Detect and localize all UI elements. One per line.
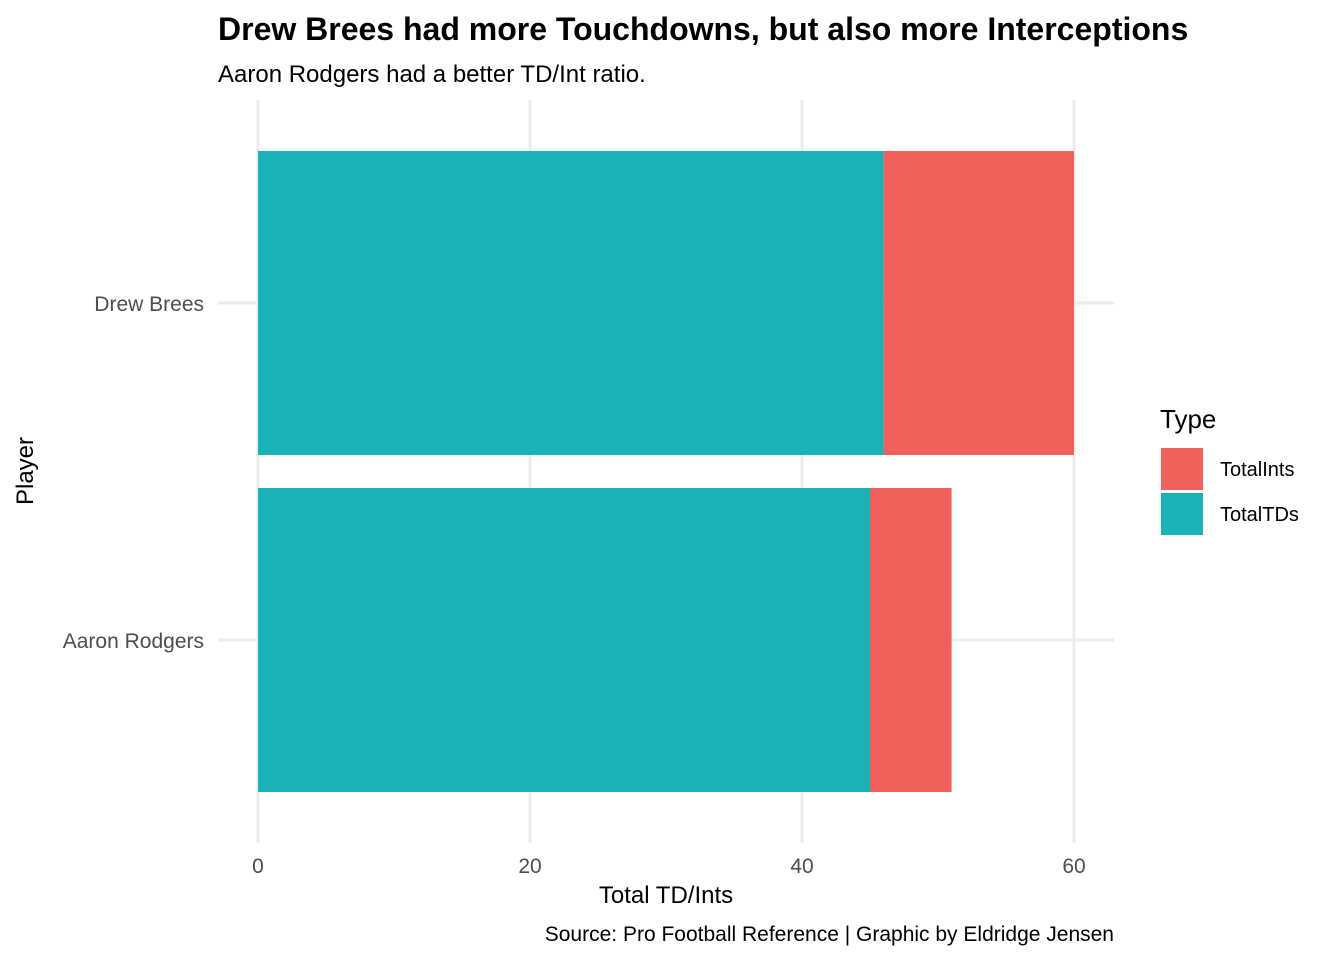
legend-label-totalints: TotalInts: [1220, 459, 1294, 481]
bar-totalints-aaron-rodgers: [870, 488, 952, 792]
y-axis-title: Player: [12, 437, 39, 505]
x-tick-label: 0: [252, 855, 264, 878]
legend-title: Type: [1160, 404, 1216, 434]
y-tick-labels: Drew Brees Aaron Rodgers: [63, 293, 204, 653]
x-tick-label: 40: [790, 855, 813, 878]
chart-caption: Source: Pro Football Reference | Graphic…: [545, 923, 1114, 946]
legend-items: TotalInts TotalTDs: [1161, 448, 1299, 535]
legend-swatch-totalints: [1161, 448, 1203, 490]
y-tick-label: Drew Brees: [94, 293, 204, 316]
bar-totaltds-drew-brees: [258, 151, 884, 455]
chart-subtitle: Aaron Rodgers had a better TD/Int ratio.: [218, 61, 646, 88]
bars: [258, 151, 1074, 792]
bar-totalints-drew-brees: [883, 151, 1074, 455]
y-tick-label: Aaron Rodgers: [63, 630, 204, 653]
x-tick-label: 20: [518, 855, 541, 878]
x-tick-labels: 0 20 40 60: [252, 855, 1086, 878]
bar-totaltds-aaron-rodgers: [258, 488, 870, 792]
legend-label-totaltds: TotalTDs: [1220, 504, 1299, 526]
x-tick-label: 60: [1062, 855, 1085, 878]
legend: Type TotalInts TotalTDs: [1160, 404, 1299, 535]
x-axis-title: Total TD/Ints: [599, 882, 733, 909]
legend-swatch-totaltds: [1161, 493, 1203, 535]
chart-title: Drew Brees had more Touchdowns, but also…: [218, 11, 1188, 47]
